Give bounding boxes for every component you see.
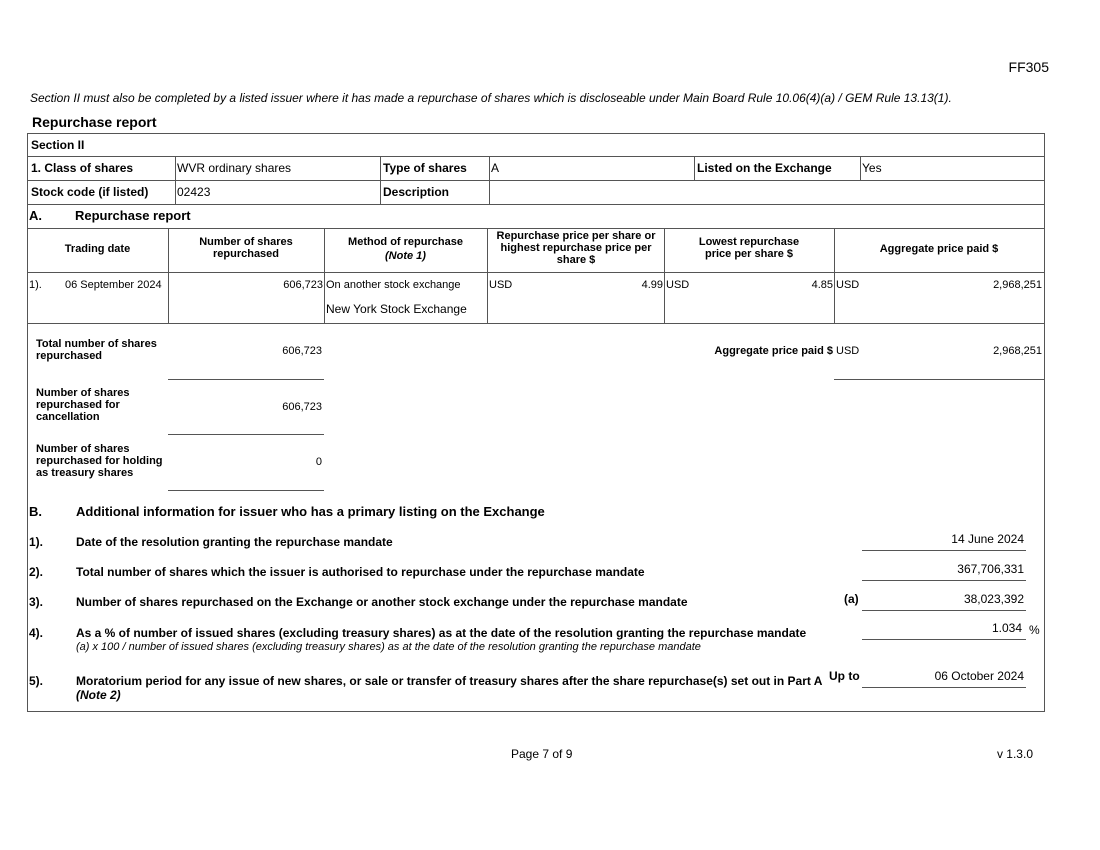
description-label: Description (383, 185, 450, 199)
header-trading-date: Trading date (64, 243, 131, 255)
row-index: 1). (29, 279, 42, 291)
item-label: Number of shares repurchased on the Exch… (76, 595, 688, 609)
header-low-price: Lowest repurchase price per share $ (698, 236, 800, 260)
header-shares: Number of shares repurchased (199, 236, 293, 260)
total-value: 606,723 (282, 345, 322, 357)
part-a-letter: A. (29, 208, 42, 223)
row-high-price: 4.99 (641, 279, 663, 291)
header-aggregate: Aggregate price paid $ (879, 243, 999, 255)
row-low-currency: USD (666, 279, 690, 291)
item-value: 14 June 2024 (951, 532, 1024, 546)
aggregate-value: 2,968,251 (993, 345, 1042, 357)
item-value: 38,023,392 (963, 592, 1024, 606)
intro-note: Section II must also be completed by a l… (30, 91, 952, 105)
item-tag: (a) (844, 592, 859, 606)
version: v 1.3.0 (996, 747, 1033, 761)
item-label: Total number of shares which the issuer … (76, 565, 645, 579)
item-label: Date of the resolution granting the repu… (76, 535, 393, 549)
item-label: As a % of number of issued shares (exclu… (76, 626, 807, 640)
type-value: A (491, 161, 500, 175)
item-value: 06 October 2024 (934, 669, 1024, 683)
listed-value: Yes (862, 161, 882, 175)
form-code: FF305 (1008, 59, 1049, 75)
item-index: 2). (29, 565, 44, 579)
row-high-currency: USD (489, 279, 513, 291)
treasury-label: Number of shares repurchased for holding… (36, 443, 163, 479)
stock-code-label: Stock code (if listed) (31, 185, 149, 199)
item-sub: (a) x 100 / number of issued shares (exc… (76, 641, 701, 653)
page-number: Page 7 of 9 (511, 747, 573, 761)
item-value: 1.034 (991, 621, 1022, 635)
aggregate-currency: USD (836, 345, 860, 357)
part-a-title: Repurchase report (75, 208, 191, 223)
header-method: Method of repurchase (348, 236, 463, 248)
item-tag: Up to (829, 669, 860, 683)
row-agg-currency: USD (836, 279, 860, 291)
header-high-price: Repurchase price per share or highest re… (496, 230, 656, 266)
listed-label: Listed on the Exchange (697, 161, 832, 175)
item-label: Moratorium period for any issue of new s… (76, 674, 823, 688)
row-low-price: 4.85 (811, 279, 833, 291)
part-b-title: Additional information for issuer who ha… (76, 504, 545, 519)
aggregate-label: Aggregate price paid $ (714, 345, 833, 357)
part-b-letter: B. (29, 504, 42, 519)
cancel-label: Number of shares repurchased for cancell… (36, 387, 130, 423)
stock-code-value: 02423 (177, 185, 211, 199)
total-label: Total number of shares repurchased (36, 338, 157, 362)
row-method: On another stock exchange (326, 279, 461, 291)
header-method-note: (Note 1) (385, 250, 426, 262)
item-index: 3). (29, 595, 44, 609)
row-shares: 606,723 (283, 279, 323, 291)
row-date: 06 September 2024 (65, 279, 162, 291)
type-label: Type of shares (383, 161, 467, 175)
class-value: WVR ordinary shares (177, 161, 292, 175)
section-box (27, 133, 1045, 712)
item-index: 1). (29, 535, 44, 549)
treasury-value: 0 (315, 456, 322, 468)
item-index: 5). (29, 674, 44, 688)
item-unit: % (1029, 623, 1040, 637)
row-exchange: New York Stock Exchange (326, 302, 467, 316)
item-sub: (Note 2) (76, 688, 121, 702)
section-title: Section II (31, 138, 85, 152)
class-label: 1. Class of shares (31, 161, 134, 175)
report-title: Repurchase report (32, 114, 157, 130)
item-value: 367,706,331 (957, 562, 1024, 576)
cancel-value: 606,723 (282, 401, 322, 413)
item-index: 4). (29, 626, 44, 640)
row-agg-price: 2,968,251 (993, 279, 1042, 291)
